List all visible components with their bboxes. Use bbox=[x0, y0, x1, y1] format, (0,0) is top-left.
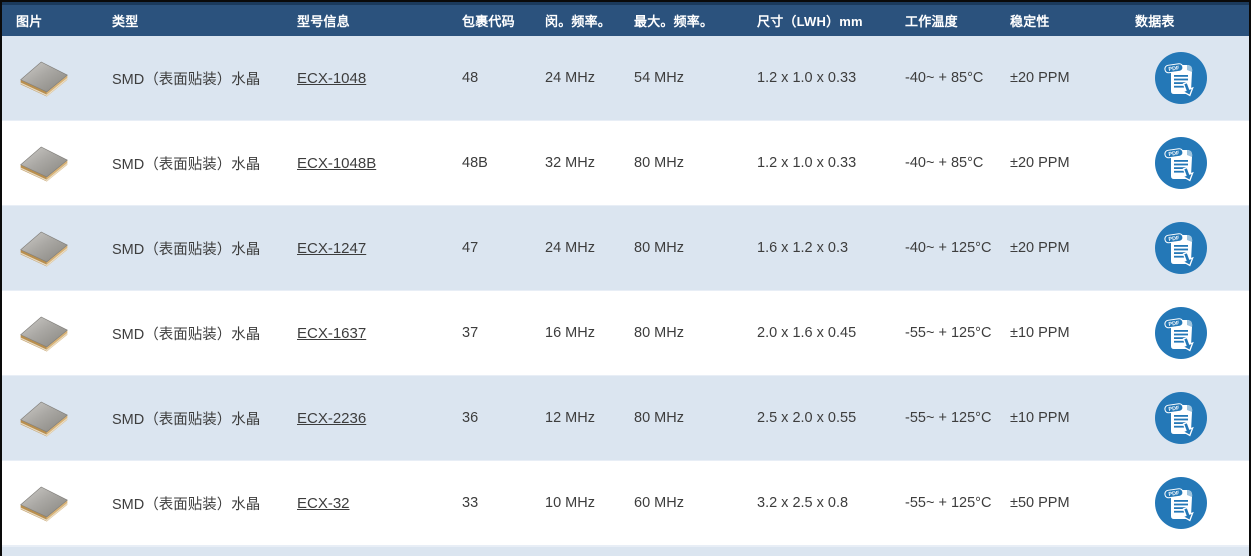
max-frequency-cell: 80 MHz bbox=[634, 240, 684, 256]
package-code-cell: 47 bbox=[462, 240, 479, 256]
column-header-image: 图片 bbox=[16, 14, 43, 29]
svg-text:PDF: PDF bbox=[1168, 150, 1180, 158]
download-arrow-icon bbox=[1181, 336, 1194, 352]
table-row: SMD（表面贴装）水晶 ECX-1048 48 24 MHz 54 MHz 1.… bbox=[2, 36, 1249, 121]
dimensions-cell: 1.2 x 1.0 x 0.33 bbox=[757, 70, 857, 86]
min-frequency-cell: 12 MHz bbox=[545, 410, 595, 426]
package-code-cell: 37 bbox=[462, 325, 479, 341]
table-row: SMD（表面贴装）水晶 ECX-2236 36 12 MHz 80 MHz 2.… bbox=[2, 376, 1249, 461]
table-row: SMD（表面贴装）水晶 ECX-32 33 10 MHz 60 MHz 3.2 … bbox=[2, 461, 1249, 546]
dimensions-cell: 1.2 x 1.0 x 0.33 bbox=[757, 155, 857, 171]
pdf-datasheet-icon: PDF bbox=[1155, 52, 1207, 104]
temperature-cell: -55~ + 125°C bbox=[905, 410, 992, 426]
download-arrow-icon bbox=[1181, 166, 1194, 182]
next-row-partial bbox=[2, 546, 1249, 556]
table-body: SMD（表面贴装）水晶 ECX-1048 48 24 MHz 54 MHz 1.… bbox=[2, 36, 1249, 546]
svg-text:PDF: PDF bbox=[1168, 235, 1180, 243]
package-code-cell: 36 bbox=[462, 410, 479, 426]
type-cell: SMD（表面贴装）水晶 bbox=[112, 71, 261, 88]
package-code-cell: 48B bbox=[462, 155, 488, 171]
max-frequency-cell: 54 MHz bbox=[634, 70, 684, 86]
table-row: SMD（表面贴装）水晶 ECX-1247 47 24 MHz 80 MHz 1.… bbox=[2, 206, 1249, 291]
column-header-min_freq: 闵。频率。 bbox=[545, 14, 612, 29]
column-header-temp: 工作温度 bbox=[905, 14, 958, 29]
crystal-product-image bbox=[16, 223, 72, 273]
stability-cell: ±10 PPM bbox=[1010, 410, 1070, 426]
dimensions-cell: 1.6 x 1.2 x 0.3 bbox=[757, 240, 849, 256]
stability-cell: ±10 PPM bbox=[1010, 325, 1070, 341]
table-header: 图片 类型 型号信息 包裹代码 闵。频率。 最大。频率。 尺寸（LWH）mm 工作温度 稳定性 数… bbox=[2, 2, 1249, 36]
max-frequency-cell: 80 MHz bbox=[634, 155, 684, 171]
pdf-datasheet-button[interactable]: PDF bbox=[1155, 52, 1207, 104]
crystal-product-image bbox=[16, 478, 72, 528]
type-cell: SMD（表面贴装）水晶 bbox=[112, 496, 261, 513]
pdf-datasheet-icon: PDF bbox=[1155, 137, 1207, 189]
column-header-stability: 稳定性 bbox=[1010, 14, 1050, 29]
column-header-model: 型号信息 bbox=[297, 14, 350, 29]
model-link[interactable]: ECX-1048B bbox=[297, 154, 377, 172]
column-header-package_code: 包裹代码 bbox=[462, 14, 515, 29]
temperature-cell: -55~ + 125°C bbox=[905, 325, 992, 341]
crystal-product-image bbox=[16, 53, 72, 103]
pdf-datasheet-button[interactable]: PDF bbox=[1155, 392, 1207, 444]
crystal-product-image bbox=[16, 138, 72, 188]
download-arrow-icon bbox=[1181, 506, 1194, 522]
temperature-cell: -40~ + 85°C bbox=[905, 70, 984, 86]
pdf-datasheet-icon: PDF bbox=[1155, 392, 1207, 444]
model-link[interactable]: ECX-1247 bbox=[297, 239, 367, 257]
min-frequency-cell: 24 MHz bbox=[545, 240, 595, 256]
column-header-dimensions: 尺寸（LWH）mm bbox=[757, 14, 863, 29]
max-frequency-cell: 60 MHz bbox=[634, 495, 684, 511]
max-frequency-cell: 80 MHz bbox=[634, 325, 684, 341]
download-arrow-icon bbox=[1181, 421, 1194, 437]
package-code-cell: 48 bbox=[462, 70, 479, 86]
package-code-cell: 33 bbox=[462, 495, 479, 511]
table-row: SMD（表面贴装）水晶 ECX-1048B 48B 32 MHz 80 MHz … bbox=[2, 121, 1249, 206]
model-link[interactable]: ECX-1048 bbox=[297, 69, 367, 87]
min-frequency-cell: 16 MHz bbox=[545, 325, 595, 341]
crystal-product-image bbox=[16, 393, 72, 443]
temperature-cell: -40~ + 125°C bbox=[905, 240, 992, 256]
svg-text:PDF: PDF bbox=[1168, 405, 1180, 413]
pdf-datasheet-button[interactable]: PDF bbox=[1155, 137, 1207, 189]
min-frequency-cell: 24 MHz bbox=[545, 70, 595, 86]
pdf-datasheet-button[interactable]: PDF bbox=[1155, 307, 1207, 359]
model-link[interactable]: ECX-32 bbox=[297, 494, 350, 512]
svg-text:PDF: PDF bbox=[1168, 320, 1180, 328]
pdf-datasheet-button[interactable]: PDF bbox=[1155, 477, 1207, 529]
column-header-type: 类型 bbox=[112, 14, 139, 29]
stability-cell: ±20 PPM bbox=[1010, 70, 1070, 86]
max-frequency-cell: 80 MHz bbox=[634, 410, 684, 426]
stability-cell: ±50 PPM bbox=[1010, 495, 1070, 511]
crystal-product-image bbox=[16, 308, 72, 358]
temperature-cell: -40~ + 85°C bbox=[905, 155, 984, 171]
model-link[interactable]: ECX-1637 bbox=[297, 324, 367, 342]
svg-text:PDF: PDF bbox=[1168, 490, 1180, 498]
type-cell: SMD（表面贴装）水晶 bbox=[112, 241, 261, 258]
type-cell: SMD（表面贴装）水晶 bbox=[112, 326, 261, 343]
pdf-datasheet-icon: PDF bbox=[1155, 222, 1207, 274]
download-arrow-icon bbox=[1181, 251, 1194, 267]
table-row: SMD（表面贴装）水晶 ECX-1637 37 16 MHz 80 MHz 2.… bbox=[2, 291, 1249, 376]
dimensions-cell: 2.0 x 1.6 x 0.45 bbox=[757, 325, 857, 341]
model-link[interactable]: ECX-2236 bbox=[297, 409, 367, 427]
column-header-max_freq: 最大。频率。 bbox=[634, 14, 714, 29]
min-frequency-cell: 32 MHz bbox=[545, 155, 595, 171]
min-frequency-cell: 10 MHz bbox=[545, 495, 595, 511]
temperature-cell: -55~ + 125°C bbox=[905, 495, 992, 511]
stability-cell: ±20 PPM bbox=[1010, 240, 1070, 256]
dimensions-cell: 3.2 x 2.5 x 0.8 bbox=[757, 495, 849, 511]
download-arrow-icon bbox=[1181, 81, 1194, 97]
type-cell: SMD（表面贴装）水晶 bbox=[112, 411, 261, 428]
stability-cell: ±20 PPM bbox=[1010, 155, 1070, 171]
type-cell: SMD（表面贴装）水晶 bbox=[112, 156, 261, 173]
pdf-datasheet-icon: PDF bbox=[1155, 477, 1207, 529]
svg-text:PDF: PDF bbox=[1168, 65, 1180, 73]
column-header-datasheet: 数据表 bbox=[1135, 14, 1175, 29]
dimensions-cell: 2.5 x 2.0 x 0.55 bbox=[757, 410, 857, 426]
pdf-datasheet-icon: PDF bbox=[1155, 307, 1207, 359]
pdf-datasheet-button[interactable]: PDF bbox=[1155, 222, 1207, 274]
